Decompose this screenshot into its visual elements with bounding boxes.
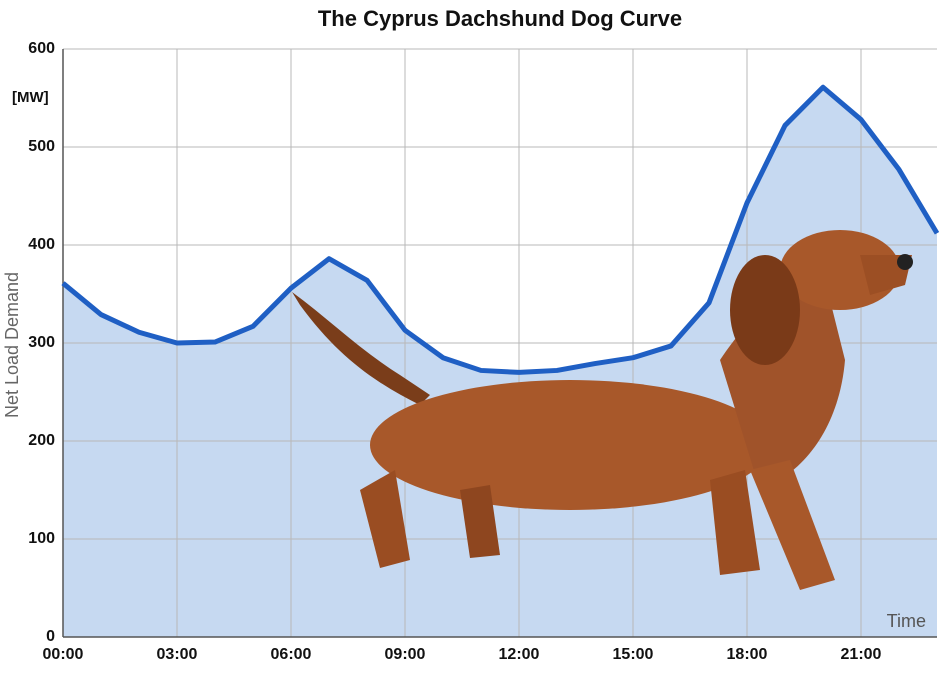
chart-title: The Cyprus Dachshund Dog Curve — [318, 6, 682, 31]
y-axis-label: Net Load Demand — [2, 272, 22, 418]
y-tick-label: 200 — [28, 432, 55, 449]
y-tick-label: 100 — [28, 530, 55, 547]
x-tick-label: 12:00 — [499, 646, 540, 663]
dog-leg — [750, 460, 835, 590]
y-unit-label: [MW] — [12, 89, 49, 106]
x-tick-label: 00:00 — [43, 646, 84, 663]
y-tick-label: 0 — [46, 628, 55, 645]
dog-nose — [897, 254, 913, 270]
x-tick-label: 21:00 — [841, 646, 882, 663]
y-tick-label: 600 — [28, 40, 55, 57]
x-tick-label: 15:00 — [613, 646, 654, 663]
dog-leg — [460, 485, 500, 558]
y-tick-label: 400 — [28, 236, 55, 253]
y-tick-label: 300 — [28, 334, 55, 351]
dog-tail — [292, 292, 430, 405]
x-tick-label: 18:00 — [727, 646, 768, 663]
dog-leg — [710, 470, 760, 575]
dog-ear — [730, 255, 800, 365]
line — [61, 84, 940, 375]
dog-leg — [360, 470, 410, 568]
dog-body — [370, 380, 770, 510]
x-tick-label: 06:00 — [271, 646, 312, 663]
dachshund-illustration — [292, 230, 913, 590]
y-tick-label: 500 — [28, 138, 55, 155]
x-tick-label: 09:00 — [385, 646, 426, 663]
x-tick-label: 03:00 — [157, 646, 198, 663]
x-axis-label: Time — [887, 611, 926, 631]
